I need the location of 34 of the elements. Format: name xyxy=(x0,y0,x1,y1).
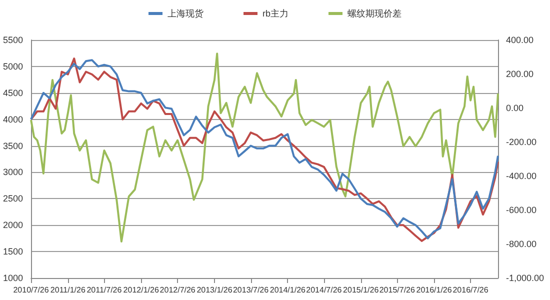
x-tick-label: 2013/1/26 xyxy=(196,286,233,294)
legend-label: rb主力 xyxy=(262,8,289,18)
x-tick-label: 2012/7/26 xyxy=(160,286,196,294)
y-tick-label: 4500 xyxy=(2,88,24,98)
y2-tick-label: 400.00 xyxy=(506,35,534,45)
y-tick-label: 3000 xyxy=(2,167,24,178)
x-tick-label: 2016/7/26 xyxy=(452,286,489,294)
y-tick-label: 2000 xyxy=(2,220,24,230)
x-tick-label: 2014/7/26 xyxy=(306,286,342,294)
y2-tick-label: -600.00 xyxy=(506,205,537,215)
x-tick-label: 2016/1/26 xyxy=(416,286,452,294)
x-tick-label: 2014/1/26 xyxy=(270,286,306,294)
y-tick-label: 5000 xyxy=(2,61,24,72)
y2-tick-label: -200.00 xyxy=(506,137,537,147)
x-tick-label: 2011/7/26 xyxy=(86,286,122,294)
y2-tick-label: -800.00 xyxy=(506,239,537,249)
y-tick-label: 5500 xyxy=(2,35,24,45)
y2-tick-label: 0.00 xyxy=(506,103,524,113)
x-tick-label: 2013/7/26 xyxy=(232,286,270,294)
y-tick-label: 4000 xyxy=(2,114,24,124)
y2-tick-label: -1,000.00 xyxy=(506,273,544,283)
legend-label: 上海现货 xyxy=(168,8,204,18)
y2-tick-label: -400.00 xyxy=(506,171,537,181)
x-tick-label: 2015/7/26 xyxy=(379,286,416,294)
x-tick-label: 2015/1/26 xyxy=(343,286,380,294)
y2-tick-label: 200.00 xyxy=(506,69,534,79)
y-tick-label: 2500 xyxy=(2,194,24,204)
x-tick-label: 2012/1/26 xyxy=(123,286,160,294)
x-tick-label: 2011/1/26 xyxy=(50,286,86,294)
x-tick-label: 2010/7/26 xyxy=(13,286,50,294)
y-tick-label: 3500 xyxy=(2,140,24,151)
legend-label: 螺纹期现价差 xyxy=(348,8,402,18)
y-tick-label: 1500 xyxy=(2,246,24,257)
y-tick-label: 1000 xyxy=(2,273,24,283)
